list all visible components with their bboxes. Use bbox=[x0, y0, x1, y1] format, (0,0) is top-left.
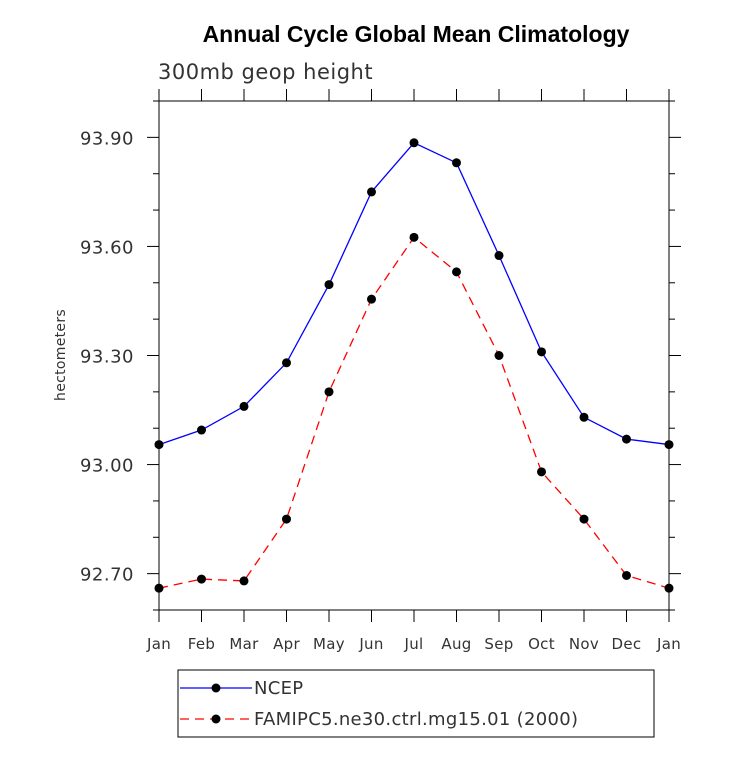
x-tick-label: Oct bbox=[528, 635, 555, 653]
series-layer bbox=[154, 138, 674, 593]
series-1-point bbox=[409, 138, 419, 148]
series-2-point bbox=[494, 351, 504, 360]
series-2-point bbox=[622, 570, 631, 580]
x-tick-label: Jul bbox=[404, 635, 424, 653]
x-tick-label: Mar bbox=[229, 635, 259, 653]
legend-box bbox=[177, 669, 655, 738]
legend-marker-1 bbox=[211, 683, 221, 693]
y-tick-label: 92.70 bbox=[80, 565, 134, 586]
x-tick-label: Jun bbox=[358, 635, 383, 653]
x-tick-label: Nov bbox=[569, 635, 599, 653]
series-2-point bbox=[154, 583, 164, 593]
series-2-point bbox=[579, 514, 589, 524]
y-tick-label: 93.30 bbox=[80, 347, 134, 368]
series-1-point bbox=[197, 425, 206, 435]
series-1-point bbox=[154, 440, 164, 450]
x-tick-label: May bbox=[313, 635, 345, 653]
plot-area bbox=[158, 89, 670, 622]
chart-title: Annual Cycle Global Mean Climatology bbox=[203, 21, 630, 47]
plot-frame bbox=[158, 100, 670, 611]
series-1-point bbox=[494, 251, 504, 261]
y-axis-ticks: 92.70 93.00 93.30 93.60 93.90 bbox=[80, 100, 681, 611]
x-axis-ticks: Jan Feb Mar Apr May Jun Jul Aug Sep Oct Nov Dec Jan bbox=[146, 635, 681, 653]
series-1-point bbox=[537, 347, 546, 357]
series-2-point bbox=[664, 583, 674, 593]
series-1-point bbox=[282, 358, 291, 368]
series-2-point bbox=[239, 576, 249, 586]
y-axis-label: hectometers bbox=[53, 309, 69, 401]
series-1-point bbox=[664, 440, 674, 450]
x-tick-label: Feb bbox=[188, 635, 215, 653]
series-2-point bbox=[324, 387, 334, 397]
y-tick-label: 93.00 bbox=[80, 456, 134, 477]
legend-marker-2 bbox=[211, 714, 221, 724]
x-tick-label: Dec bbox=[612, 635, 642, 653]
x-tick-label: Jan bbox=[146, 635, 171, 653]
series-2-point bbox=[537, 467, 546, 477]
x-tick-label: Sep bbox=[484, 635, 513, 653]
x-tick-label: Jan bbox=[656, 635, 681, 653]
series-2-point bbox=[367, 294, 376, 304]
series-line-1 bbox=[158, 142, 670, 446]
series-2-point bbox=[197, 574, 206, 584]
legend-label-2: FAMIPC5.ne30.ctrl.mg15.01 (2000) bbox=[254, 709, 578, 730]
x-tick-label: Aug bbox=[441, 635, 471, 653]
series-1-point bbox=[622, 434, 631, 444]
series-1-point bbox=[452, 158, 461, 168]
legend: NCEP FAMIPC5.ne30.ctrl.mg15.01 (2000) bbox=[177, 669, 655, 738]
chart-subtitle: 300mb geop height bbox=[158, 60, 373, 84]
series-2-point bbox=[409, 232, 419, 242]
series-1-point bbox=[579, 412, 589, 422]
series-2-point bbox=[282, 514, 291, 524]
x-tick-label: Apr bbox=[273, 635, 300, 653]
series-1-point bbox=[239, 401, 249, 411]
y-tick-label: 93.90 bbox=[80, 128, 134, 149]
series-1-point bbox=[324, 280, 334, 290]
series-1-point bbox=[367, 187, 376, 197]
series-line-2 bbox=[158, 236, 670, 589]
y-tick-label: 93.60 bbox=[80, 237, 134, 258]
legend-label-1: NCEP bbox=[254, 678, 303, 699]
series-2-point bbox=[452, 267, 461, 277]
